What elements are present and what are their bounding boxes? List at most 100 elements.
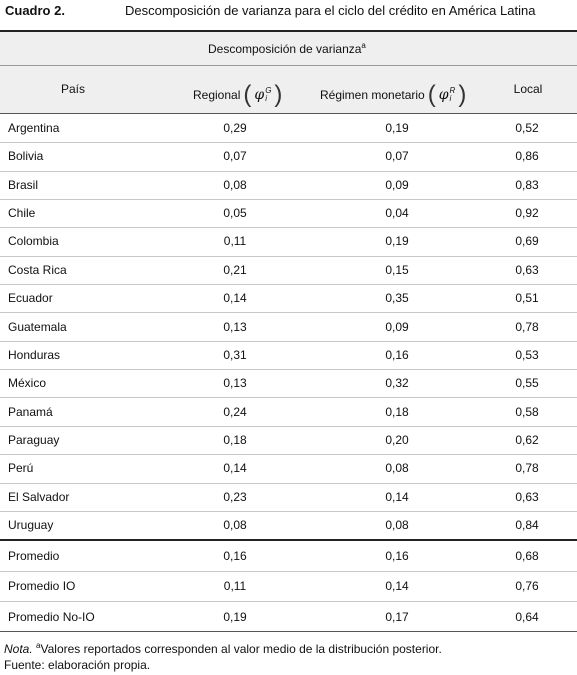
formula-symbol: φ — [438, 87, 449, 103]
value-cell: 0,09 — [385, 177, 409, 192]
value-cell: 0,86 — [515, 149, 539, 164]
value-cell: 0,63 — [515, 262, 539, 277]
paren: ( — [243, 81, 252, 108]
formula-sub: i — [449, 94, 452, 103]
value-cell: 0,09 — [385, 319, 409, 334]
note-sup: a — [36, 641, 41, 650]
value-cell: 0,51 — [515, 291, 539, 306]
value-cell: 0,24 — [223, 404, 247, 419]
country-cell: Panamá — [8, 404, 53, 419]
value-cell: 0,05 — [223, 206, 247, 221]
group-header-text: Descomposición de varianza — [208, 42, 362, 56]
column-header-text: País — [60, 82, 86, 96]
value-cell: 0,18 — [385, 404, 409, 419]
row-rule — [0, 454, 577, 456]
header-background — [0, 32, 577, 114]
value-cell: 0,08 — [223, 518, 247, 533]
value-cell: 0,19 — [223, 609, 247, 624]
value-cell: 0,16 — [385, 549, 409, 563]
country-cell: Promedio No-IO — [8, 609, 95, 624]
summary-rule — [0, 539, 577, 541]
formula-sup: G — [265, 86, 272, 95]
value-cell: 0,11 — [223, 579, 247, 594]
paren: ) — [274, 81, 283, 108]
row-rule — [0, 482, 577, 484]
country-cell: Costa Rica — [8, 262, 67, 277]
row-rule — [0, 227, 577, 229]
value-cell: 0,68 — [515, 549, 539, 563]
column-header: País — [61, 83, 85, 95]
value-cell: 0,15 — [385, 262, 409, 277]
value-cell: 0,58 — [515, 404, 539, 419]
value-cell: 0,17 — [385, 609, 409, 624]
country-cell: Uruguay — [8, 518, 54, 533]
country-cell: Paraguay — [8, 432, 60, 447]
row-rule — [0, 142, 577, 144]
row-rule — [0, 397, 577, 399]
column-header: Local — [514, 83, 543, 95]
source: Fuente: elaboración propia. — [4, 658, 151, 672]
column-header-text: Régimen monetario — [320, 88, 425, 102]
header-rule — [0, 113, 577, 114]
value-cell: 0,04 — [385, 206, 409, 221]
row-rule — [0, 425, 577, 427]
group-header-sup: a — [361, 41, 366, 50]
formula-sup: R — [449, 86, 456, 95]
country-cell: Promedio — [8, 549, 60, 563]
table-title: Descomposición de varianza para el ciclo… — [125, 3, 536, 18]
country-cell: Colombia — [8, 234, 59, 249]
value-cell: 0,13 — [223, 319, 247, 334]
country-cell: Argentina — [8, 121, 60, 135]
value-cell: 0,14 — [385, 489, 409, 504]
value-cell: 0,63 — [515, 489, 539, 504]
value-cell: 0,78 — [515, 319, 539, 334]
value-cell: 0,11 — [223, 234, 247, 249]
country-cell: Guatemala — [8, 319, 67, 334]
value-cell: 0,83 — [515, 177, 539, 192]
value-cell: 0,52 — [515, 121, 539, 135]
note-text: Valores reportados corresponden al valor… — [40, 642, 442, 656]
note: Nota. aValores reportados corresponden a… — [4, 641, 442, 656]
value-cell: 0,08 — [385, 518, 409, 533]
row-rule — [0, 601, 577, 603]
value-cell: 0,31 — [223, 347, 247, 362]
country-cell: Bolivia — [8, 149, 44, 164]
value-cell: 0,32 — [385, 376, 409, 391]
row-rule — [0, 255, 577, 257]
value-cell: 0,29 — [223, 121, 247, 135]
value-cell: 0,84 — [515, 518, 539, 533]
value-cell: 0,16 — [385, 347, 409, 362]
value-cell: 0,23 — [223, 489, 247, 504]
value-cell: 0,14 — [223, 461, 247, 476]
table-label: Cuadro 2. — [5, 3, 65, 18]
value-cell: 0,53 — [515, 347, 539, 362]
country-cell: Brasil — [8, 177, 39, 192]
value-cell: 0,76 — [515, 579, 539, 594]
note-label: Nota. — [4, 642, 33, 656]
country-cell: Honduras — [8, 347, 61, 362]
country-cell: México — [8, 376, 47, 391]
value-cell: 0,16 — [223, 549, 247, 563]
value-cell: 0,19 — [385, 234, 409, 249]
value-cell: 0,08 — [385, 461, 409, 476]
paren: ( — [427, 81, 436, 108]
row-rule — [0, 312, 577, 314]
row-rule — [0, 510, 577, 512]
paren: ) — [458, 81, 467, 108]
country-cell: Chile — [8, 206, 36, 221]
value-cell: 0,62 — [515, 432, 539, 447]
country-cell: Ecuador — [8, 291, 53, 306]
column-header-text: Local — [513, 82, 543, 96]
value-cell: 0,21 — [223, 262, 247, 277]
group-rule — [0, 65, 577, 66]
top-rule — [0, 30, 577, 32]
group-header: Descomposición de varianzaa — [208, 41, 366, 56]
value-cell: 0,69 — [515, 234, 539, 249]
row-rule — [0, 340, 577, 342]
value-cell: 0,14 — [385, 579, 409, 594]
value-cell: 0,07 — [223, 149, 247, 164]
